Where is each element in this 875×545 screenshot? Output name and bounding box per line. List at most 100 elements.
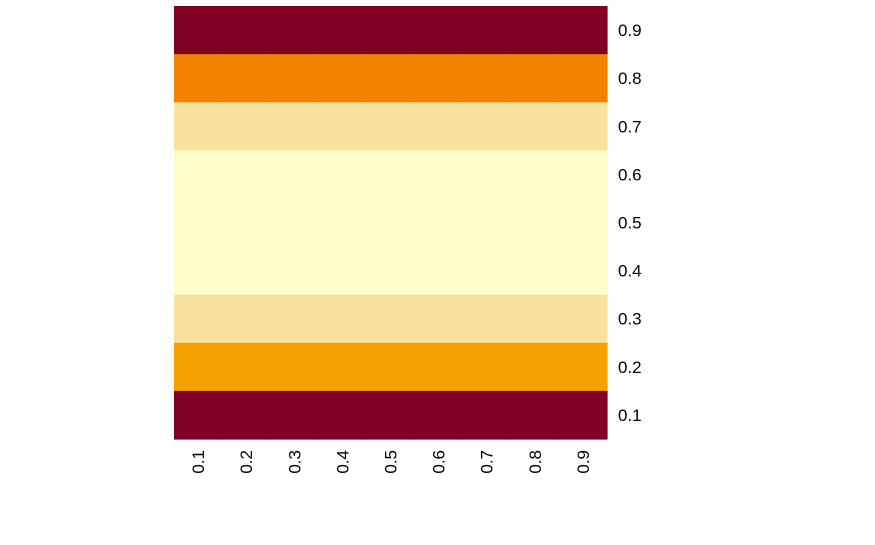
- heatmap-cell: [558, 342, 608, 392]
- heatmap-cell: [462, 102, 512, 151]
- heatmap-cell: [174, 294, 223, 344]
- heatmap-cell: [366, 342, 416, 392]
- y-axis-tick-labels: 0.9 0.8 0.7 0.6 0.5 0.4 0.3 0.2 0.1: [618, 21, 642, 425]
- heatmap-cell: [558, 294, 608, 344]
- heatmap-cell: [318, 6, 368, 55]
- heatmap-cell: [222, 102, 271, 151]
- heatmap-cell: [414, 150, 464, 200]
- heatmap-cell: [366, 54, 416, 103]
- heatmap-cell: [318, 294, 368, 344]
- heatmap-cell: [174, 150, 223, 200]
- y-tick-label: 0.2: [618, 358, 642, 377]
- heatmap-cell: [366, 150, 416, 200]
- heatmap-cell: [510, 54, 560, 103]
- heatmap-cell: [414, 6, 464, 55]
- heatmap-cell: [558, 102, 608, 151]
- heatmap-cell: [318, 198, 368, 248]
- heatmap-cell: [558, 6, 608, 55]
- heatmap-cell: [462, 246, 512, 296]
- heatmap-cell: [510, 390, 560, 440]
- heatmap-cell: [318, 54, 368, 103]
- heatmap-cell: [462, 6, 512, 55]
- x-tick-label: 0.5: [382, 450, 401, 474]
- heatmap-cell: [366, 294, 416, 344]
- heatmap-cell: [462, 294, 512, 344]
- heatmap-cell: [510, 6, 560, 55]
- heatmap-cell: [222, 342, 271, 392]
- heatmap-cell: [270, 150, 319, 200]
- y-tick-label: 0.6: [618, 165, 642, 184]
- heatmap-cell: [270, 294, 319, 344]
- heatmap-cell: [222, 246, 271, 296]
- heatmap-cell: [270, 246, 319, 296]
- heatmap-cell: [318, 390, 368, 440]
- heatmap-cell: [558, 198, 608, 248]
- y-tick-label: 0.1: [618, 406, 642, 425]
- heatmap-cell: [414, 198, 464, 248]
- y-tick-label: 0.5: [618, 214, 642, 233]
- heatmap-cell: [318, 246, 368, 296]
- heatmap-cell: [270, 198, 319, 248]
- heatmap-cell: [558, 150, 608, 200]
- heatmap-cell: [222, 198, 271, 248]
- heatmap-cell: [510, 246, 560, 296]
- heatmap-cell: [462, 54, 512, 103]
- heatmap-cell: [558, 390, 608, 440]
- x-tick-label: 0.3: [285, 450, 304, 474]
- heatmap-cell: [462, 390, 512, 440]
- heatmap-cells: [174, 6, 608, 440]
- x-tick-label: 0.9: [574, 450, 593, 474]
- y-tick-label: 0.3: [618, 310, 642, 329]
- heatmap-cell: [222, 390, 271, 440]
- heatmap-cell: [510, 342, 560, 392]
- heatmap-cell: [270, 6, 319, 55]
- heatmap-cell: [270, 102, 319, 151]
- heatmap-cell: [510, 102, 560, 151]
- heatmap-cell: [366, 246, 416, 296]
- heatmap-cell: [174, 198, 223, 248]
- heatmap-cell: [414, 342, 464, 392]
- heatmap-cell: [318, 342, 368, 392]
- heatmap-cell: [174, 54, 223, 103]
- heatmap-cell: [222, 294, 271, 344]
- heatmap-cell: [174, 246, 223, 296]
- y-tick-label: 0.4: [618, 262, 642, 281]
- heatmap-cell: [510, 198, 560, 248]
- x-tick-label: 0.6: [430, 450, 449, 474]
- x-tick-label: 0.1: [189, 450, 208, 474]
- x-tick-label: 0.7: [478, 450, 497, 474]
- heatmap-cell: [366, 102, 416, 151]
- heatmap-cell: [222, 6, 271, 55]
- heatmap-cell: [558, 54, 608, 103]
- heatmap-cell: [366, 390, 416, 440]
- heatmap-cell: [318, 150, 368, 200]
- heatmap-cell: [510, 150, 560, 200]
- heatmap-cell: [462, 150, 512, 200]
- x-tick-label: 0.4: [333, 450, 352, 474]
- heatmap-cell: [222, 54, 271, 103]
- heatmap-cell: [270, 390, 319, 440]
- heatmap-cell: [414, 294, 464, 344]
- heatmap-cell: [414, 102, 464, 151]
- heatmap-cell: [222, 150, 271, 200]
- heatmap-cell: [174, 390, 223, 440]
- heatmap-cell: [270, 54, 319, 103]
- y-tick-label: 0.8: [618, 69, 642, 88]
- x-tick-label: 0.2: [237, 450, 256, 474]
- heatmap-cell: [366, 6, 416, 55]
- heatmap-cell: [174, 342, 223, 392]
- heatmap-cell: [318, 102, 368, 151]
- heatmap-cell: [462, 342, 512, 392]
- heatmap-cell: [510, 294, 560, 344]
- heatmap-cell: [558, 246, 608, 296]
- heatmap-cell: [366, 198, 416, 248]
- heatmap-cell: [414, 54, 464, 103]
- y-tick-label: 0.7: [618, 117, 642, 136]
- heatmap-cell: [174, 102, 223, 151]
- heatmap-cell: [174, 6, 223, 55]
- x-tick-label: 0.8: [526, 450, 545, 474]
- heatmap-cell: [414, 390, 464, 440]
- heatmap-cell: [414, 246, 464, 296]
